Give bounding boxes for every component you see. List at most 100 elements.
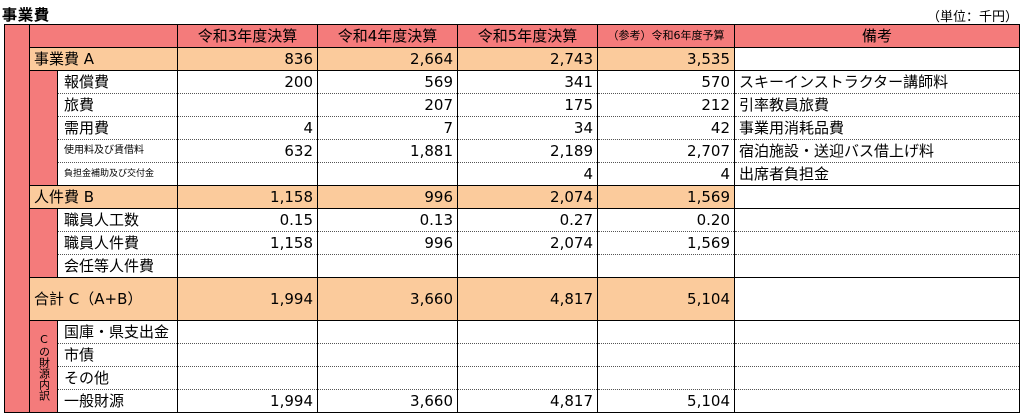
value-cell: 3,660 xyxy=(317,389,458,413)
value-cell xyxy=(317,366,458,390)
unit-label: （単位：千円） xyxy=(926,10,1018,25)
note-cell xyxy=(734,277,1020,321)
value-cell: 0.15 xyxy=(177,208,318,232)
row-label: 負担金補助及び交付金 xyxy=(57,162,178,186)
value-cell: 2,074 xyxy=(457,185,598,209)
value-cell xyxy=(317,343,458,367)
value-cell: 341 xyxy=(457,70,598,94)
value-cell: 1,158 xyxy=(177,231,318,255)
total-row: 合計 C（A+B） 1,994 3,660 4,817 5,104 xyxy=(4,277,1020,321)
note-cell: 出席者負担金 xyxy=(734,162,1020,186)
note-cell: 引率教員旅費 xyxy=(734,93,1020,117)
row-label: 職員人工数 xyxy=(57,208,178,232)
value-cell xyxy=(177,93,318,117)
value-cell xyxy=(597,366,735,390)
table-row: 職員人工数 0.15 0.13 0.27 0.20 xyxy=(5,208,1020,278)
value-cell: 4 xyxy=(457,162,598,186)
header-notes: 備考 xyxy=(734,24,1020,48)
value-cell xyxy=(177,320,318,344)
table-row: 旅費 207 175 212 引率教員旅費 xyxy=(5,93,1020,117)
value-cell: 175 xyxy=(457,93,598,117)
value-cell: 42 xyxy=(597,116,735,140)
table-row: 負担金補助及び交付金 4 4 出席者負担金 xyxy=(5,162,1020,186)
value-cell: 836 xyxy=(177,47,318,71)
budget-table: 令和3年度決算 令和4年度決算 令和5年度決算 （参考）令和6年度予算 備考 事… xyxy=(4,24,1020,413)
row-label: 職員人件費 xyxy=(57,231,178,255)
value-cell: 2,189 xyxy=(457,139,598,163)
value-cell xyxy=(457,254,598,278)
note-cell xyxy=(734,320,1020,344)
row-label: 旅費 xyxy=(57,93,178,117)
header-r6: （参考）令和6年度予算 xyxy=(597,24,735,48)
value-cell: 7 xyxy=(317,116,458,140)
total-label: 合計 C（A+B） xyxy=(29,277,178,321)
note-cell: スキーインストラクター講師料 xyxy=(734,70,1020,94)
value-cell: 3,535 xyxy=(597,47,735,71)
value-cell: 2,743 xyxy=(457,47,598,71)
row-label: 一般財源 xyxy=(57,389,178,413)
value-cell xyxy=(177,162,318,186)
indent-bar-a xyxy=(29,70,58,186)
value-cell: 632 xyxy=(177,139,318,163)
side-bar xyxy=(4,24,30,413)
value-cell xyxy=(317,254,458,278)
value-cell: 2,664 xyxy=(317,47,458,71)
value-cell xyxy=(317,162,458,186)
value-cell: 212 xyxy=(597,93,735,117)
value-cell xyxy=(597,320,735,344)
note-cell xyxy=(734,208,1020,232)
value-cell: 200 xyxy=(177,70,318,94)
value-cell: 0.20 xyxy=(597,208,735,232)
value-cell: 4,817 xyxy=(457,389,598,413)
category-row-a: 事業費 A 836 2,664 2,743 3,535 xyxy=(4,47,1020,71)
note-cell xyxy=(734,254,1020,278)
value-cell: 1,994 xyxy=(177,389,318,413)
row-label: 会任等人件費 xyxy=(57,254,178,278)
note-cell: 宿泊施設・送迎バス借上げ料 xyxy=(734,139,1020,163)
value-cell: 5,104 xyxy=(597,389,735,413)
category-label: 事業費 A xyxy=(29,47,178,71)
table-row: 使用料及び賃借料 632 1,881 2,189 2,707 宿泊施設・送迎バス… xyxy=(5,139,1020,163)
value-cell: 0.27 xyxy=(457,208,598,232)
table-row: 需用費 4 7 34 42 事業用消耗品費 xyxy=(5,116,1020,140)
value-cell: 2,074 xyxy=(457,231,598,255)
header-r4: 令和4年度決算 xyxy=(317,24,458,48)
note-cell xyxy=(734,366,1020,390)
value-cell: 1,158 xyxy=(177,185,318,209)
header-r3: 令和3年度決算 xyxy=(177,24,318,48)
value-cell: 1,994 xyxy=(177,277,318,321)
note-cell xyxy=(734,185,1020,209)
table-row: 会任等人件費 xyxy=(5,254,1020,278)
value-cell: 570 xyxy=(597,70,735,94)
value-cell: 4,817 xyxy=(457,277,598,321)
header-blank xyxy=(29,24,178,48)
value-cell: 1,569 xyxy=(597,185,735,209)
value-cell xyxy=(177,366,318,390)
value-cell: 0.13 xyxy=(317,208,458,232)
header-row: 令和3年度決算 令和4年度決算 令和5年度決算 （参考）令和6年度予算 備考 xyxy=(4,24,1020,413)
table-row: 報償費 200 569 341 570 スキーインストラクター講師料 xyxy=(5,70,1020,186)
category-row-b: 人件費 B 1,158 996 2,074 1,569 xyxy=(4,185,1020,209)
source-vertical-label: Cの財源内訳 xyxy=(29,320,58,413)
note-cell xyxy=(734,231,1020,255)
value-cell: 4 xyxy=(597,162,735,186)
value-cell: 569 xyxy=(317,70,458,94)
value-cell xyxy=(317,320,458,344)
value-cell xyxy=(597,254,735,278)
value-cell: 207 xyxy=(317,93,458,117)
table-row: 市債 xyxy=(5,343,1020,367)
table-row: Cの財源内訳 国庫・県支出金 xyxy=(5,320,1020,413)
row-label: 需用費 xyxy=(57,116,178,140)
note-cell xyxy=(734,389,1020,413)
value-cell xyxy=(177,343,318,367)
value-cell: 996 xyxy=(317,185,458,209)
page-title: 事業費 xyxy=(2,6,51,24)
note-cell xyxy=(734,47,1020,71)
value-cell xyxy=(457,343,598,367)
table-row: 職員人件費 1,158 996 2,074 1,569 xyxy=(5,231,1020,255)
row-label: 使用料及び賃借料 xyxy=(57,139,178,163)
value-cell: 996 xyxy=(317,231,458,255)
row-label: その他 xyxy=(57,366,178,390)
header-r5: 令和5年度決算 xyxy=(457,24,598,48)
value-cell: 1,569 xyxy=(597,231,735,255)
